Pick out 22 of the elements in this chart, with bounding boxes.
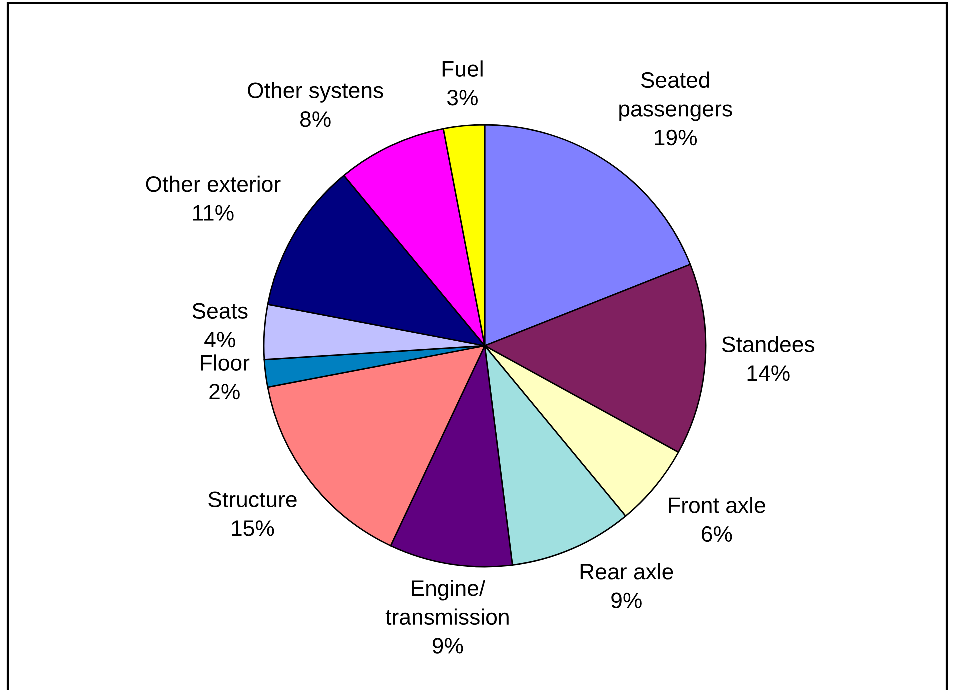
slice-label: Rear axle: [580, 563, 674, 580]
data-label: 9%: [612, 592, 642, 609]
data-label: 14%: [748, 366, 790, 382]
slice-label: Seated passengers: [620, 72, 732, 122]
slice-label: Fuel: [442, 60, 483, 77]
data-label: 15%: [232, 520, 274, 536]
slice-label: Other systens: [248, 82, 384, 103]
slice-label: Floor: [201, 354, 250, 371]
data-label: 11%: [193, 205, 234, 221]
data-label: 19%: [655, 130, 698, 146]
data-label: 6%: [702, 526, 732, 542]
slice-label: Standees: [722, 336, 815, 352]
data-label: 9%: [432, 638, 464, 654]
data-label: 2%: [210, 384, 240, 400]
slice-label: Engine/ transmission: [386, 580, 509, 626]
data-label: 4%: [204, 332, 236, 348]
slice-label: Seats: [192, 303, 248, 319]
slice-label: Front axle: [669, 497, 766, 514]
data-label: 8%: [300, 112, 331, 128]
slice-label: Other exterior: [146, 176, 281, 192]
data-label: 3%: [447, 90, 478, 106]
slice-label: Structure: [208, 492, 297, 508]
